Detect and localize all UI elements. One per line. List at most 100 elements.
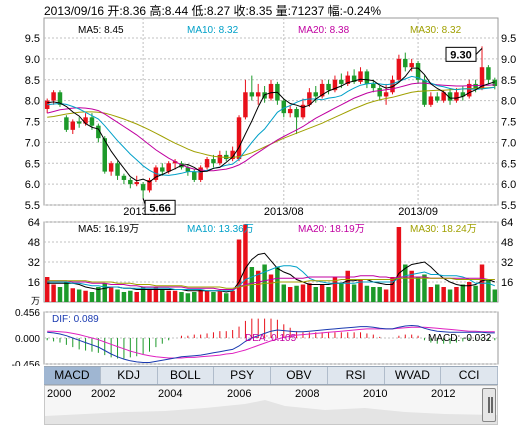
tab-macd[interactable]: MACD bbox=[44, 367, 101, 384]
volume-bar bbox=[435, 284, 440, 302]
ma10-line bbox=[47, 75, 495, 176]
volume-tick-left: 16 bbox=[28, 277, 40, 289]
candle-body bbox=[198, 167, 203, 180]
macd-tick-left: -0.456 bbox=[12, 360, 41, 366]
candle-body bbox=[185, 167, 191, 172]
candle-body bbox=[492, 79, 498, 87]
date-tick-label: 2013/08 bbox=[264, 206, 304, 218]
volume-bar bbox=[358, 279, 363, 302]
price-frame bbox=[43, 17, 499, 206]
open-label: 开: bbox=[107, 4, 123, 18]
candle-body bbox=[211, 159, 216, 164]
tab-rsi[interactable]: RSI bbox=[328, 367, 385, 384]
volume-legend-label: MA30: 18.24万 bbox=[410, 224, 477, 235]
price-tick-left: 6.0 bbox=[25, 179, 40, 191]
volume-bar bbox=[230, 290, 235, 302]
price-tick-left: 7.5 bbox=[25, 117, 40, 129]
volume-bar bbox=[486, 279, 491, 302]
volume-bar bbox=[160, 289, 165, 302]
volume-bar bbox=[153, 287, 159, 302]
stock-chart[interactable]: 5.5 5.5 6.0 6.0 6.5 6.5 7.0 7.0 7.5 7.5 8.0 8.0 8.5 8… bbox=[0, 0, 518, 366]
volume-bar bbox=[134, 292, 139, 302]
time-navigator[interactable]: 2000 2002 2004 2006 2008 2010 2012 bbox=[44, 385, 498, 425]
price-tick-right: 6.0 bbox=[501, 179, 516, 191]
nav-year-2002: 2002 bbox=[91, 388, 116, 400]
tab-kdj[interactable]: KDJ bbox=[101, 367, 158, 384]
candle-body bbox=[115, 163, 120, 176]
candle-body bbox=[428, 96, 434, 105]
candle-body bbox=[44, 100, 50, 109]
macd-legend-label: MACD: -0.032 bbox=[428, 333, 492, 344]
vol-ma20-line bbox=[47, 275, 495, 290]
candle-body bbox=[268, 83, 274, 99]
volume-bar bbox=[121, 292, 127, 302]
tab-boll[interactable]: BOLL bbox=[158, 367, 215, 384]
candle-body bbox=[332, 79, 338, 91]
quote-header: 2013/09/16 开:8.36 高:8.44 低:8.27 收:8.35 量… bbox=[44, 2, 381, 19]
vol-ma10-line bbox=[47, 265, 495, 292]
volume-bar bbox=[492, 289, 498, 302]
volume-bar bbox=[185, 293, 191, 302]
low-value: 8.27 bbox=[206, 4, 231, 18]
volume-bar bbox=[51, 284, 56, 302]
candle-body bbox=[441, 92, 446, 101]
price-tick-right: 9.0 bbox=[501, 54, 516, 66]
tab-cci[interactable]: CCI bbox=[441, 367, 498, 384]
volume-unit-label: 万 bbox=[31, 296, 40, 306]
volume-bar bbox=[294, 285, 299, 302]
high-value: 8.44 bbox=[164, 4, 189, 18]
candle-body bbox=[108, 163, 114, 172]
candle-body bbox=[217, 154, 223, 164]
volume-bar bbox=[268, 274, 274, 302]
volume-bar bbox=[396, 227, 402, 302]
price-tick-right: 8.5 bbox=[501, 75, 516, 87]
candle-body bbox=[83, 117, 88, 124]
volume-bar bbox=[390, 277, 395, 302]
candle-body bbox=[236, 117, 242, 160]
volume-bar bbox=[351, 284, 357, 302]
price-tick-left: 9.0 bbox=[25, 54, 40, 66]
range-handle[interactable] bbox=[482, 388, 496, 422]
volume-bar bbox=[441, 287, 446, 302]
volume-value: 71237 bbox=[290, 4, 325, 18]
tab-psy[interactable]: PSY bbox=[214, 367, 271, 384]
volume-bar bbox=[281, 284, 287, 302]
candle-body bbox=[435, 96, 440, 101]
candle-body bbox=[377, 88, 382, 97]
tab-obv[interactable]: OBV bbox=[271, 367, 328, 384]
ma-legend-label: MA5: 8.45 bbox=[78, 25, 124, 36]
change-value: -0.24% bbox=[343, 4, 382, 18]
price-tick-right: 7.5 bbox=[501, 117, 516, 129]
dea-legend-label: DEA: 0.105 bbox=[245, 333, 297, 344]
nav-year-2010: 2010 bbox=[363, 388, 388, 400]
volume-bar bbox=[422, 274, 427, 302]
tab-wvad[interactable]: WVAD bbox=[385, 367, 442, 384]
candle-body bbox=[192, 171, 197, 180]
candle-body bbox=[281, 100, 287, 114]
candle-body bbox=[422, 79, 427, 105]
volume-bar bbox=[307, 283, 312, 302]
navigator-history-area bbox=[45, 400, 497, 424]
candle-body bbox=[249, 92, 255, 97]
volume-tick-left: 64 bbox=[28, 217, 40, 229]
volume-bar bbox=[313, 287, 318, 302]
volume-legend-label: MA10: 13.36万 bbox=[187, 224, 254, 235]
high-label: 高: bbox=[149, 4, 165, 18]
volume-bar bbox=[415, 277, 421, 302]
low-annotation-label: 5.66 bbox=[149, 202, 170, 214]
candle-body bbox=[172, 161, 178, 164]
candle-body bbox=[287, 108, 293, 114]
ma-legend-label: MA20: 8.38 bbox=[298, 25, 350, 36]
close-value: 8.35 bbox=[248, 4, 273, 18]
volume-bar bbox=[115, 289, 120, 302]
volume-bar bbox=[44, 277, 50, 302]
candle-body bbox=[89, 117, 95, 126]
nav-year-2000: 2000 bbox=[47, 388, 72, 400]
volume-bar bbox=[332, 277, 338, 302]
volume-tick-left: 48 bbox=[28, 237, 40, 249]
candle-body bbox=[243, 92, 248, 118]
candle-body bbox=[76, 121, 82, 124]
volume-bar bbox=[454, 287, 459, 302]
dif-line bbox=[47, 324, 495, 363]
price-tick-left: 9.5 bbox=[25, 33, 40, 45]
